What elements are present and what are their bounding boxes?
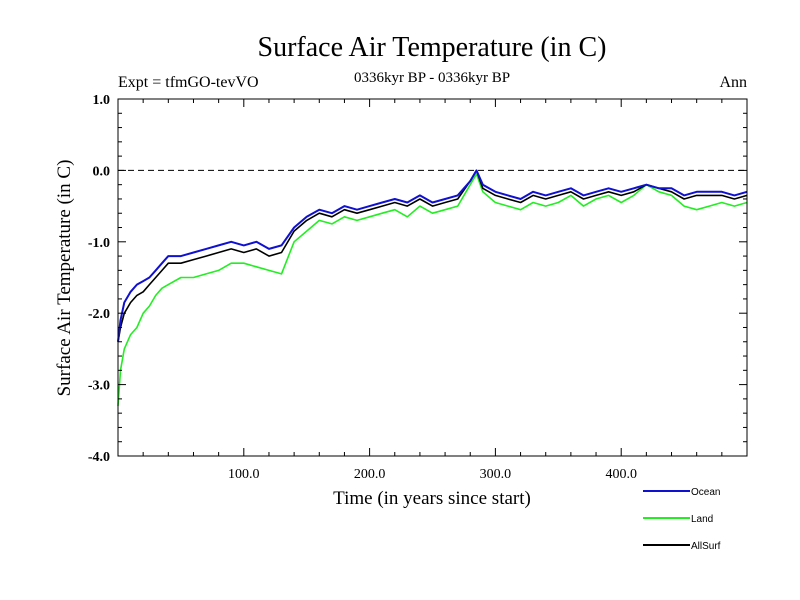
x-tick-label: 100.0 xyxy=(228,467,260,482)
y-axis-label: Surface Air Temperature (in C) xyxy=(54,160,75,397)
series-line-allsurf xyxy=(117,169,748,342)
chart-title: Surface Air Temperature (in C) xyxy=(258,32,607,63)
chart-subtitle: 0336kyr BP - 0336kyr BP xyxy=(354,70,510,86)
y-tick-label: -4.0 xyxy=(88,450,110,465)
expt-label: Expt = tfmGO-tevVO xyxy=(118,74,259,91)
plot-content xyxy=(117,169,748,407)
x-tick-label: 200.0 xyxy=(354,467,386,482)
x-axis-label: Time (in years since start) xyxy=(333,488,531,509)
y-tick-label: -3.0 xyxy=(88,379,110,394)
y-axis: -4.0 -3.0 -2.0 -1.0 0.0 1.0 xyxy=(88,93,747,465)
season-label: Ann xyxy=(719,74,747,91)
y-tick-label: 1.0 xyxy=(93,93,111,108)
x-tick-label: 400.0 xyxy=(605,467,637,482)
legend-label-allsurf: AllSurf xyxy=(691,541,721,552)
legend-label-land: Land xyxy=(691,514,713,525)
plot-frame xyxy=(117,98,748,457)
legend-label-ocean: Ocean xyxy=(691,487,720,498)
x-tick-label: 300.0 xyxy=(480,467,512,482)
series-line-land xyxy=(117,173,748,407)
y-tick-label: -2.0 xyxy=(88,307,110,322)
x-axis: 100.0 200.0 300.0 400.0 xyxy=(142,99,723,482)
y-tick-label: 0.0 xyxy=(93,164,111,179)
y-tick-label: -1.0 xyxy=(88,236,110,251)
legend: Ocean Land AllSurf xyxy=(643,487,721,552)
series-line-ocean xyxy=(117,169,748,342)
